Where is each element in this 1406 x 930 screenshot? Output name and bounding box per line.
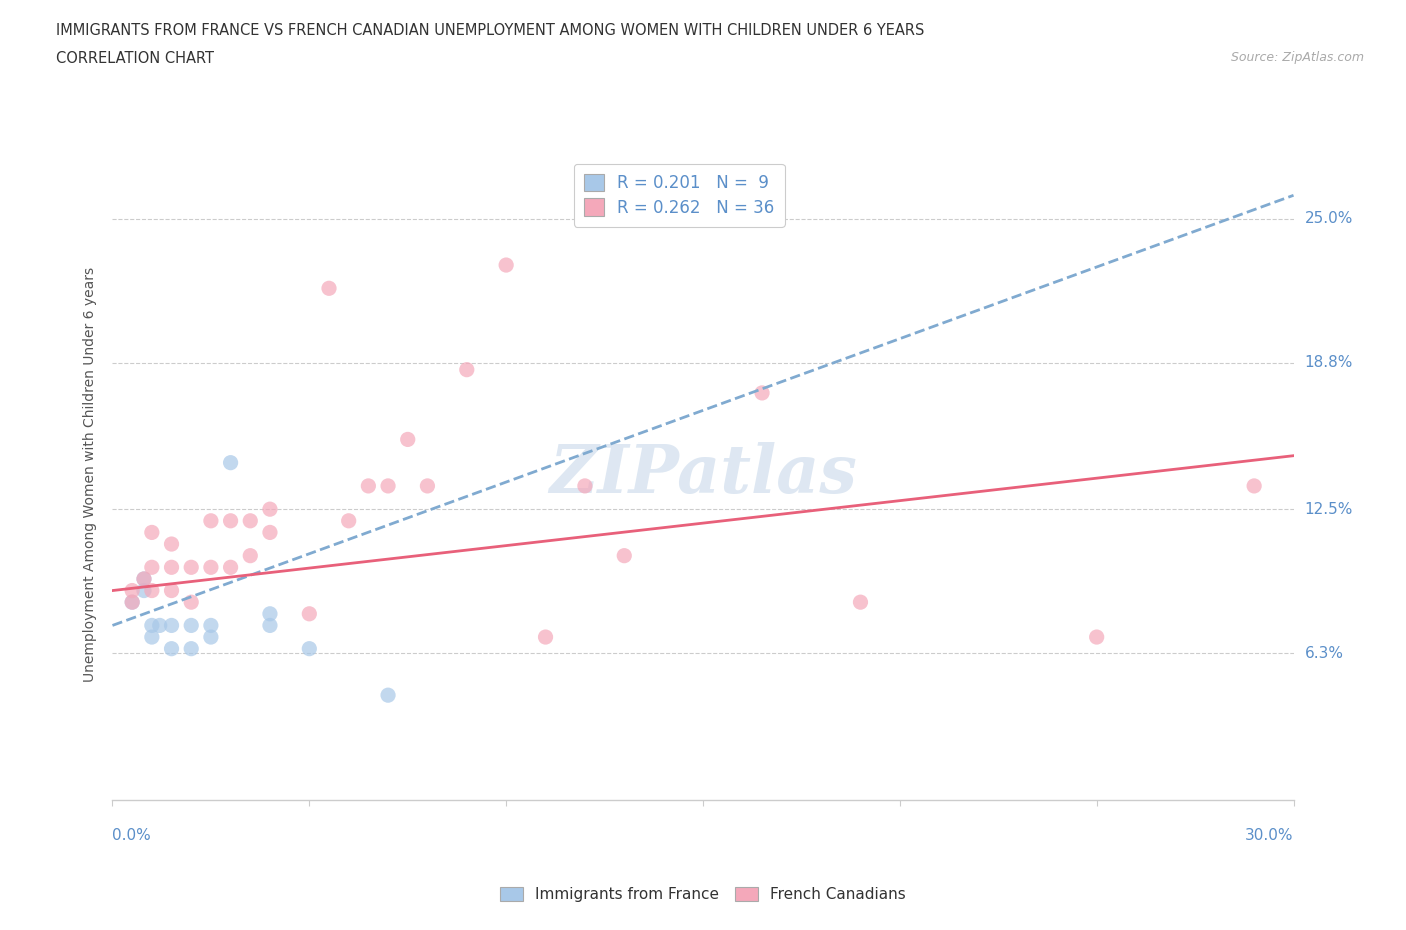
Point <box>121 583 143 598</box>
Point <box>141 618 163 633</box>
Text: 30.0%: 30.0% <box>1246 828 1294 843</box>
Point <box>377 479 399 494</box>
Point <box>495 258 517 272</box>
Point <box>259 525 281 539</box>
Text: IMMIGRANTS FROM FRANCE VS FRENCH CANADIAN UNEMPLOYMENT AMONG WOMEN WITH CHILDREN: IMMIGRANTS FROM FRANCE VS FRENCH CANADIA… <box>56 23 925 38</box>
Point <box>180 642 202 657</box>
Text: 6.3%: 6.3% <box>1305 645 1344 661</box>
Point <box>357 479 380 494</box>
Point <box>132 571 155 587</box>
Point <box>219 513 242 528</box>
Text: Source: ZipAtlas.com: Source: ZipAtlas.com <box>1230 51 1364 64</box>
Point <box>416 479 439 494</box>
Point <box>200 560 222 575</box>
Y-axis label: Unemployment Among Women with Children Under 6 years: Unemployment Among Women with Children U… <box>83 267 97 682</box>
Point <box>160 560 183 575</box>
Point <box>121 595 143 610</box>
Legend: Immigrants from France, French Canadians: Immigrants from France, French Canadians <box>495 881 911 909</box>
Point <box>298 606 321 621</box>
Point <box>1243 479 1265 494</box>
Text: 25.0%: 25.0% <box>1305 211 1353 226</box>
Text: 0.0%: 0.0% <box>112 828 152 843</box>
Point <box>219 560 242 575</box>
Legend: R = 0.201   N =  9, R = 0.262   N = 36: R = 0.201 N = 9, R = 0.262 N = 36 <box>574 164 785 227</box>
Point <box>239 513 262 528</box>
Text: 12.5%: 12.5% <box>1305 501 1353 517</box>
Point <box>377 688 399 703</box>
Point <box>141 583 163 598</box>
Point <box>200 630 222 644</box>
Point <box>160 642 183 657</box>
Point <box>180 595 202 610</box>
Point <box>200 618 222 633</box>
Point <box>259 502 281 517</box>
Text: ZIPatlas: ZIPatlas <box>550 442 856 507</box>
Text: CORRELATION CHART: CORRELATION CHART <box>56 51 214 66</box>
Point <box>318 281 340 296</box>
Point <box>672 130 695 145</box>
Point <box>121 595 143 610</box>
Point <box>239 549 262 564</box>
Point <box>160 537 183 551</box>
Point <box>160 618 183 633</box>
Point <box>180 618 202 633</box>
Point <box>1085 630 1108 644</box>
Point <box>613 549 636 564</box>
Point <box>751 386 773 401</box>
Point <box>574 479 596 494</box>
Point <box>298 642 321 657</box>
Point <box>534 630 557 644</box>
Point <box>180 560 202 575</box>
Point <box>259 606 281 621</box>
Point <box>259 618 281 633</box>
Point <box>200 513 222 528</box>
Point <box>141 525 163 539</box>
Point <box>141 560 163 575</box>
Point <box>396 432 419 447</box>
Point <box>849 595 872 610</box>
Point <box>149 618 172 633</box>
Point <box>219 456 242 471</box>
Point <box>132 583 155 598</box>
Text: 18.8%: 18.8% <box>1305 355 1353 370</box>
Point <box>141 630 163 644</box>
Point <box>132 571 155 587</box>
Point <box>160 583 183 598</box>
Point <box>456 363 478 378</box>
Point <box>337 513 360 528</box>
